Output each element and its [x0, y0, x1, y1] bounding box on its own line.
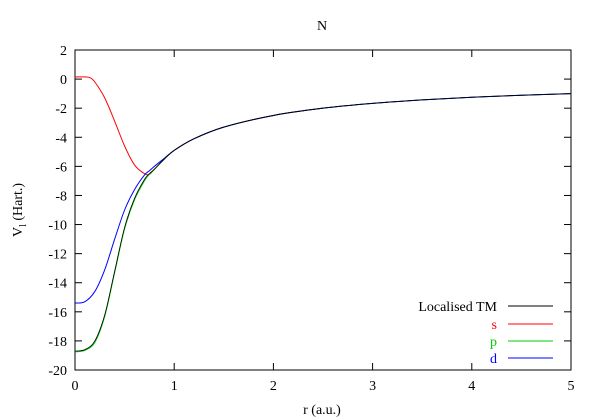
y-tick-label: -12 — [48, 248, 67, 263]
y-tick-label: -14 — [48, 277, 67, 292]
y-tick-label: -20 — [48, 364, 67, 379]
y-tick-label: 2 — [60, 44, 67, 59]
legend: Localised TM spd — [418, 300, 553, 367]
y-axis-label-sub: l — [18, 224, 29, 227]
y-tick-label: -18 — [48, 335, 67, 350]
x-tick-label: 5 — [568, 379, 575, 394]
series-line-localised-tm — [74, 93, 572, 352]
chart-title: N — [317, 19, 327, 34]
series-line-d — [74, 93, 572, 304]
x-axis: 0 1 2 3 4 5 — [72, 50, 575, 394]
y-axis-label: Vl (Hart.) — [11, 183, 29, 237]
x-axis-label: r (a.u.) — [303, 403, 341, 418]
legend-label-p: p — [490, 335, 497, 350]
x-tick-label: 2 — [270, 379, 277, 394]
legend-label-d: d — [490, 352, 497, 367]
y-tick-label: 0 — [60, 73, 67, 88]
x-tick-label: 4 — [468, 379, 475, 394]
legend-label-s: s — [492, 318, 497, 333]
y-tick-label: -4 — [55, 131, 67, 146]
y-axis-label-main: V — [11, 227, 26, 237]
y-tick-label: -8 — [55, 189, 67, 204]
y-tick-label: -2 — [55, 102, 67, 117]
x-tick-label: 1 — [171, 379, 178, 394]
y-tick-label: -16 — [48, 306, 67, 321]
y-axis-label-rest: (Hart.) — [11, 183, 26, 225]
series-layer — [74, 76, 572, 353]
plot-border — [74, 49, 572, 371]
x-tick-label: 3 — [369, 379, 376, 394]
y-tick-label: -10 — [48, 219, 67, 234]
series-line-s — [74, 76, 572, 176]
plot-frame — [74, 49, 572, 371]
legend-label-localised-tm: Localised TM — [418, 300, 497, 315]
y-axis: 2 0 -2 -4 -6 -8 -10 -12 -14 -16 -18 -20 — [48, 44, 571, 379]
y-tick-label: -6 — [55, 160, 67, 175]
x-tick-label: 0 — [72, 379, 79, 394]
